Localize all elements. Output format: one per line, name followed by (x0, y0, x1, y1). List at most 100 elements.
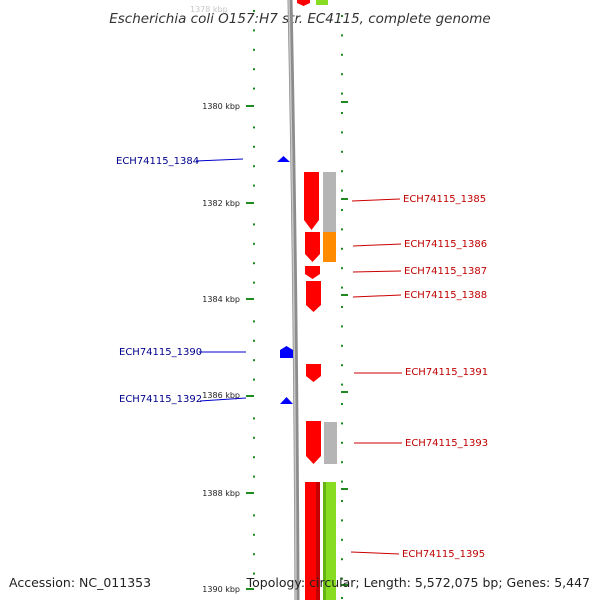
cog-ruler-ticks (341, 15, 348, 599)
ruler-minor-ticks (253, 10, 255, 575)
ruler-major-tick (246, 395, 254, 397)
ruler-minor-tick (253, 436, 255, 439)
gene-label[interactable]: ECH74115_1386 (404, 239, 487, 250)
cog-minor-tick (341, 364, 343, 367)
label-leader-line (350, 551, 400, 555)
label-leader-line (352, 243, 402, 247)
label-leader-line (352, 294, 402, 298)
cog-strip-gray (323, 172, 336, 232)
cog-minor-tick (341, 247, 343, 250)
cog-minor-tick (341, 189, 343, 192)
ruler-major-ticks (246, 105, 254, 590)
label-leader-line (195, 158, 244, 162)
forward-gene-labels: ECH74115_1384 ECH74115_1390 ECH74115_139… (116, 156, 247, 405)
cog-minor-tick (341, 306, 343, 308)
cog-major-tick (341, 294, 348, 296)
ruler-minor-tick (253, 339, 255, 342)
gene-label[interactable]: ECH74115_1385 (403, 194, 486, 205)
gene-label[interactable]: ECH74115_1395 (402, 549, 485, 560)
cog-minor-tick (341, 325, 343, 328)
gene-arrow[interactable] (305, 266, 320, 279)
cog-minor-tick (341, 577, 343, 580)
ruler-label: 1386 kbp (202, 391, 240, 400)
kbp-ruler: 1378 kbp 1380 kbp 1382 kbp 1384 kbp 1386… (190, 5, 255, 594)
cog-minor-tick (341, 422, 343, 425)
cog-minor-tick (341, 403, 343, 405)
cog-minor-tick (341, 441, 343, 444)
gene-arrow[interactable] (306, 364, 321, 382)
cog-strip-top (316, 0, 328, 5)
ruler-minor-tick (253, 553, 255, 556)
ruler-minor-tick (253, 417, 255, 420)
gene-arrow[interactable] (280, 397, 293, 404)
ruler-minor-tick (253, 514, 255, 517)
cog-minor-tick (341, 92, 343, 95)
cog-minor-tick (341, 558, 343, 561)
cog-strip-orange (323, 232, 336, 262)
ruler-minor-tick (253, 475, 255, 478)
ruler-minor-tick (253, 126, 255, 129)
genome-backbone-highlight (288, 0, 297, 600)
gene-label[interactable]: ECH74115_1392 (119, 394, 202, 405)
ruler-minor-tick (253, 456, 255, 459)
cog-minor-tick (341, 461, 343, 464)
ruler-minor-tick (253, 165, 255, 168)
ruler-major-tick (246, 202, 254, 204)
cog-track (316, 0, 337, 600)
gene-label[interactable]: ECH74115_1384 (116, 156, 199, 167)
label-leader-line (351, 198, 401, 202)
cog-minor-tick (341, 344, 343, 347)
cog-minor-tick (341, 228, 343, 231)
ruler-major-tick (246, 105, 254, 107)
ruler-minor-tick (253, 87, 255, 90)
gene-arrow[interactable] (306, 281, 321, 312)
gene-label[interactable]: ECH74115_1393 (405, 438, 488, 449)
gene-arrow[interactable] (305, 232, 320, 262)
ruler-minor-tick (253, 10, 255, 12)
cog-minor-tick (341, 112, 343, 114)
ruler-label: 1388 kbp (202, 489, 240, 498)
ruler-label: 1390 kbp (202, 585, 240, 594)
label-leader-line (352, 270, 402, 273)
cog-minor-tick (341, 480, 343, 483)
cog-minor-tick (341, 597, 343, 599)
ruler-partial-label: 1378 kbp (190, 5, 228, 14)
ruler-minor-tick (253, 29, 255, 32)
gene-arrow[interactable] (277, 156, 290, 162)
gene-label[interactable]: ECH74115_1388 (404, 290, 487, 301)
cog-minor-tick (341, 267, 343, 270)
cog-minor-tick (341, 15, 343, 17)
ruler-minor-tick (253, 223, 255, 226)
ruler-minor-tick (253, 68, 255, 71)
gene-arrow[interactable] (297, 0, 310, 6)
ruler-minor-tick (253, 572, 255, 575)
ruler-major-tick (246, 588, 254, 590)
cog-major-tick (341, 198, 348, 200)
ruler-minor-tick (253, 320, 255, 323)
cog-minor-tick (341, 519, 343, 522)
gene-arrow[interactable] (280, 346, 293, 358)
reverse-gene-track (297, 0, 321, 600)
gene-label[interactable]: ECH74115_1391 (405, 367, 488, 378)
cog-major-tick (341, 584, 348, 586)
gene-arrow[interactable] (306, 421, 321, 464)
reverse-gene-labels: ECH74115_1385 ECH74115_1386 ECH74115_138… (350, 194, 488, 560)
ruler-minor-tick (253, 378, 255, 381)
accession-text: Accession: NC_011353 (9, 575, 151, 590)
ruler-minor-tick (253, 533, 255, 536)
forward-gene-track (277, 156, 293, 404)
ruler-minor-tick (253, 184, 255, 187)
cog-minor-tick (341, 34, 343, 37)
cog-minor-tick (341, 150, 343, 153)
gene-label[interactable]: ECH74115_1387 (404, 266, 487, 277)
cog-strip-gray (324, 422, 337, 464)
genome-title: Escherichia coli O157:H7 str. EC4115, co… (109, 11, 491, 27)
gene-arrow[interactable] (304, 172, 319, 230)
ruler-label: 1382 kbp (202, 199, 240, 208)
ruler-minor-tick (253, 359, 255, 362)
cog-minor-tick (341, 209, 343, 211)
ruler-major-tick (246, 298, 254, 300)
cog-major-tick (341, 101, 348, 103)
gene-label[interactable]: ECH74115_1390 (119, 347, 202, 358)
